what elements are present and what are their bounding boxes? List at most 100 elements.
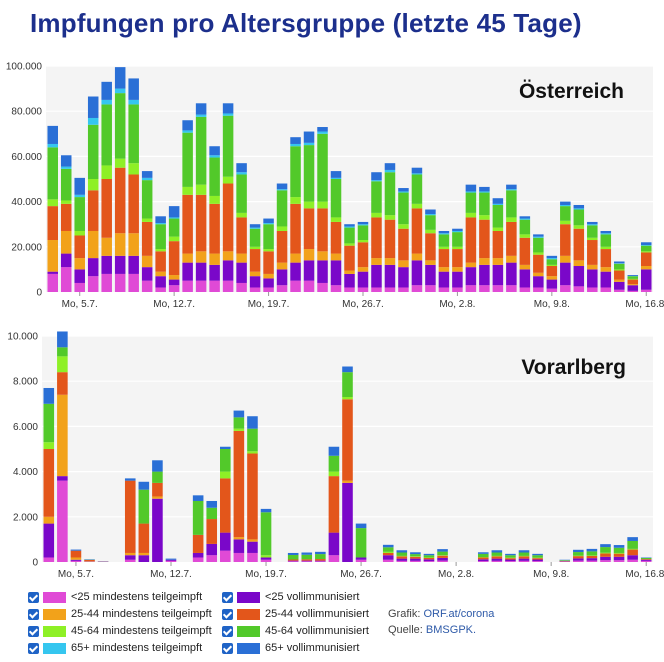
legend-item-a2544-teil[interactable]: 25-44 mindestens teilgeimpft bbox=[28, 606, 212, 622]
bar-segment-u25-teil bbox=[492, 285, 504, 292]
bar-segment-a4564-voll bbox=[532, 555, 543, 558]
bar-segment-u25-voll bbox=[410, 558, 421, 561]
bar-segment-a2544-voll bbox=[168, 241, 180, 276]
bar-segment-a2544-teil bbox=[560, 255, 571, 263]
bar-stack bbox=[410, 552, 421, 562]
bar-segment-a2544-voll bbox=[627, 549, 638, 556]
bar-segment-a2544-voll bbox=[479, 219, 490, 259]
bar-segment-u25-voll bbox=[411, 260, 423, 286]
bar-segment-u25-voll bbox=[222, 260, 234, 281]
bar-segment-a2544-voll bbox=[60, 203, 72, 231]
legend-item-a4564-voll[interactable]: 45-64 vollimmunisiert bbox=[222, 623, 369, 639]
bar-segment-a2544-voll bbox=[452, 249, 463, 268]
bar-stack bbox=[233, 410, 245, 562]
bar-segment-a65-voll bbox=[276, 183, 288, 190]
legend-item-a65-voll[interactable]: 65+ vollimmunisiert bbox=[222, 640, 359, 656]
bar-segment-a4564-voll bbox=[276, 190, 288, 227]
bar-stack bbox=[357, 221, 369, 292]
bar-segment-a65-teil bbox=[195, 114, 207, 117]
bar-segment-a2544-teil bbox=[479, 258, 490, 265]
bar-stack bbox=[168, 206, 180, 292]
bar-segment-a4564-voll bbox=[640, 245, 652, 252]
bar-segment-a65-voll bbox=[479, 186, 490, 192]
bar-segment-a65-voll bbox=[491, 550, 503, 553]
checkbox-icon[interactable] bbox=[222, 591, 233, 603]
bar-segment-u25-voll bbox=[155, 276, 166, 288]
legend-item-u25-teil[interactable]: <25 mindestens teilgeimpft bbox=[28, 589, 202, 605]
checkbox-icon[interactable] bbox=[222, 608, 233, 620]
checkbox-icon[interactable] bbox=[222, 642, 233, 654]
bar-stack bbox=[317, 127, 328, 292]
bar-segment-a65-teil bbox=[546, 258, 558, 260]
bar-segment-u25-voll bbox=[640, 269, 652, 290]
bar-segment-u25-teil bbox=[209, 280, 220, 292]
bar-segment-a65-voll bbox=[209, 146, 220, 156]
bar-segment-a4564-voll bbox=[384, 172, 396, 216]
bar-segment-a4564-voll bbox=[398, 192, 409, 225]
bar-segment-a4564-teil bbox=[236, 212, 247, 218]
bar-segment-a65-teil bbox=[452, 230, 463, 233]
bar-segment-a65-teil bbox=[600, 233, 612, 235]
checkbox-icon[interactable] bbox=[28, 625, 39, 637]
legend-item-a65-teil[interactable]: 65+ mindestens teilgeimpft bbox=[28, 640, 202, 656]
bar-segment-a4564-voll bbox=[519, 219, 531, 235]
checkbox-icon[interactable] bbox=[28, 642, 39, 654]
bar-stack bbox=[165, 558, 177, 562]
checkbox-icon[interactable] bbox=[28, 591, 39, 603]
bar-segment-a2544-voll bbox=[84, 559, 95, 562]
x-tick-label: Mo, 5.7. bbox=[62, 299, 98, 310]
bar-segment-u25-voll bbox=[301, 560, 313, 562]
bar-segment-a4564-voll bbox=[437, 551, 448, 556]
legend-swatch bbox=[43, 591, 66, 603]
legend-label: 45-64 vollimmunisiert bbox=[265, 625, 369, 637]
bar-segment-a65-teil bbox=[317, 131, 328, 134]
bar-segment-u25-voll bbox=[546, 279, 558, 289]
checkbox-icon[interactable] bbox=[222, 625, 233, 637]
source-info: Grafik: ORF.at/corona Quelle: BMSGPK. bbox=[388, 606, 494, 638]
bar-segment-a2544-teil bbox=[465, 262, 477, 268]
bar-segment-a65-voll bbox=[260, 508, 272, 513]
bar-stack bbox=[640, 242, 652, 292]
bar-segment-u25-voll bbox=[209, 264, 220, 281]
bar-segment-u25-teil bbox=[220, 550, 231, 562]
bar-stack bbox=[627, 537, 638, 562]
bar-segment-a4564-teil bbox=[411, 203, 423, 209]
bar-stack bbox=[532, 553, 543, 562]
legend-item-a2544-voll[interactable]: 25-44 vollimmunisiert bbox=[222, 606, 369, 622]
bar-segment-a4564-teil bbox=[506, 217, 517, 222]
bar-segment-a2544-voll bbox=[276, 230, 288, 263]
bar-segment-a2544-voll bbox=[209, 203, 220, 254]
bar-segment-a2544-teil bbox=[276, 262, 288, 270]
bar-segment-u25-teil bbox=[182, 280, 193, 292]
bar-segment-a4564-teil bbox=[382, 551, 394, 553]
bar-segment-u25-teil bbox=[260, 559, 272, 562]
legend-label: 65+ mindestens teilgeimpft bbox=[71, 642, 203, 654]
bar-segment-a65-teil bbox=[182, 130, 193, 133]
bar-segment-a2544-teil bbox=[492, 258, 504, 265]
bar-segment-u25-teil bbox=[627, 290, 639, 292]
bar-stack bbox=[423, 553, 435, 562]
bar-segment-u25-teil bbox=[491, 560, 503, 562]
bar-segment-a65-teil bbox=[101, 99, 112, 105]
legend-item-u25-voll[interactable]: <25 vollimmunisiert bbox=[222, 589, 359, 605]
page-title: Impfungen pro Altersgruppe (letzte 45 Ta… bbox=[30, 8, 582, 38]
bar-segment-a65-teil bbox=[398, 191, 409, 193]
bar-segment-a4564-teil bbox=[317, 201, 328, 209]
bar-segment-u25-teil bbox=[192, 557, 204, 562]
bar-segment-a65-teil bbox=[60, 166, 72, 169]
bar-segment-a4564-voll bbox=[128, 104, 139, 164]
bar-segment-u25-teil bbox=[315, 561, 326, 562]
bar-segment-a4564-voll bbox=[600, 547, 611, 553]
bar-segment-a2544-teil bbox=[74, 258, 85, 270]
legend-label: 25-44 vollimmunisiert bbox=[265, 608, 369, 620]
legend-item-a4564-teil[interactable]: 45-64 mindestens teilgeimpft bbox=[28, 623, 212, 639]
bar-segment-a4564-voll bbox=[57, 347, 68, 357]
bar-segment-a2544-voll bbox=[425, 233, 436, 261]
bar-segment-a4564-teil bbox=[465, 212, 477, 218]
bar-segment-u25-voll bbox=[220, 532, 231, 551]
bar-segment-a2544-voll bbox=[640, 559, 652, 560]
checkbox-icon[interactable] bbox=[28, 608, 39, 620]
bar-segment-a65-voll bbox=[477, 552, 489, 554]
bar-segment-u25-teil bbox=[423, 561, 435, 562]
bar-segment-a65-voll bbox=[74, 177, 85, 195]
